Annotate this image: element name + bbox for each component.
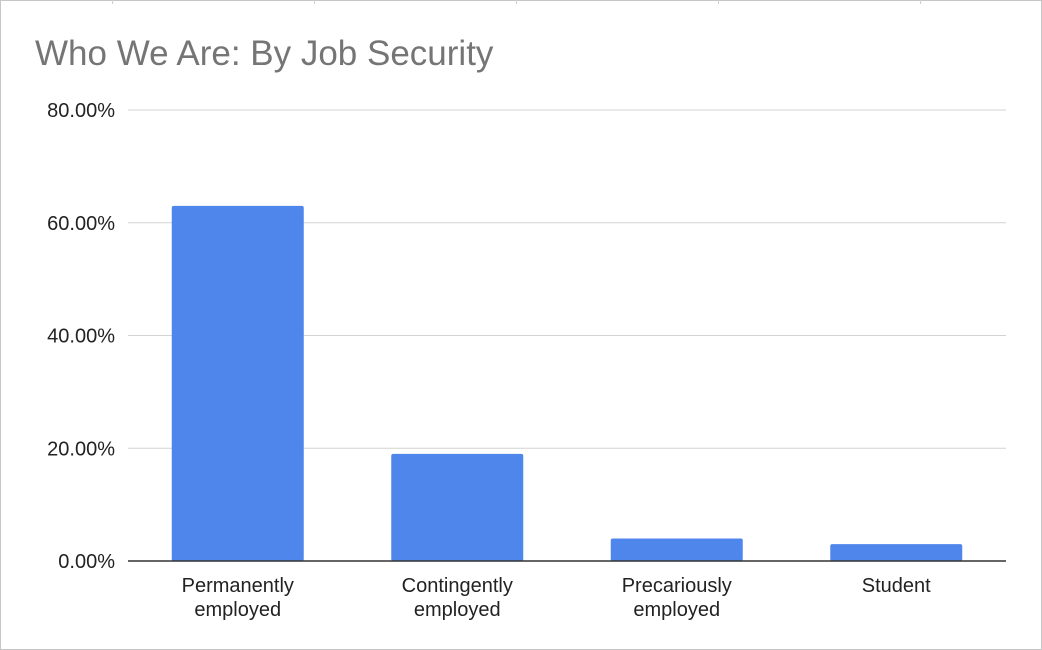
top-rule [0, 0, 1042, 4]
y-tick-label: 40.00% [47, 326, 115, 348]
y-tick-label: 60.00% [47, 213, 115, 235]
bar [610, 538, 743, 561]
y-tick-label: 0.00% [58, 551, 115, 573]
category-label: Student [862, 575, 931, 597]
category-label: Contingently employed [402, 575, 513, 621]
bar [391, 453, 524, 561]
y-tick-label: 20.00% [47, 438, 115, 460]
y-tick-label: 80.00% [47, 100, 115, 122]
category-label: Permanently employed [182, 575, 294, 621]
category-label: Precariously employed [622, 575, 732, 621]
bar [171, 205, 304, 561]
chart-title: Who We Are: By Job Security [35, 34, 494, 73]
bar [830, 544, 963, 561]
bars [171, 205, 963, 561]
category-labels: Permanently employed Contingently employed P… [182, 575, 932, 621]
y-tick-labels: 0.00% 20.00% 40.00% 60.00% 80.00% [47, 100, 115, 573]
